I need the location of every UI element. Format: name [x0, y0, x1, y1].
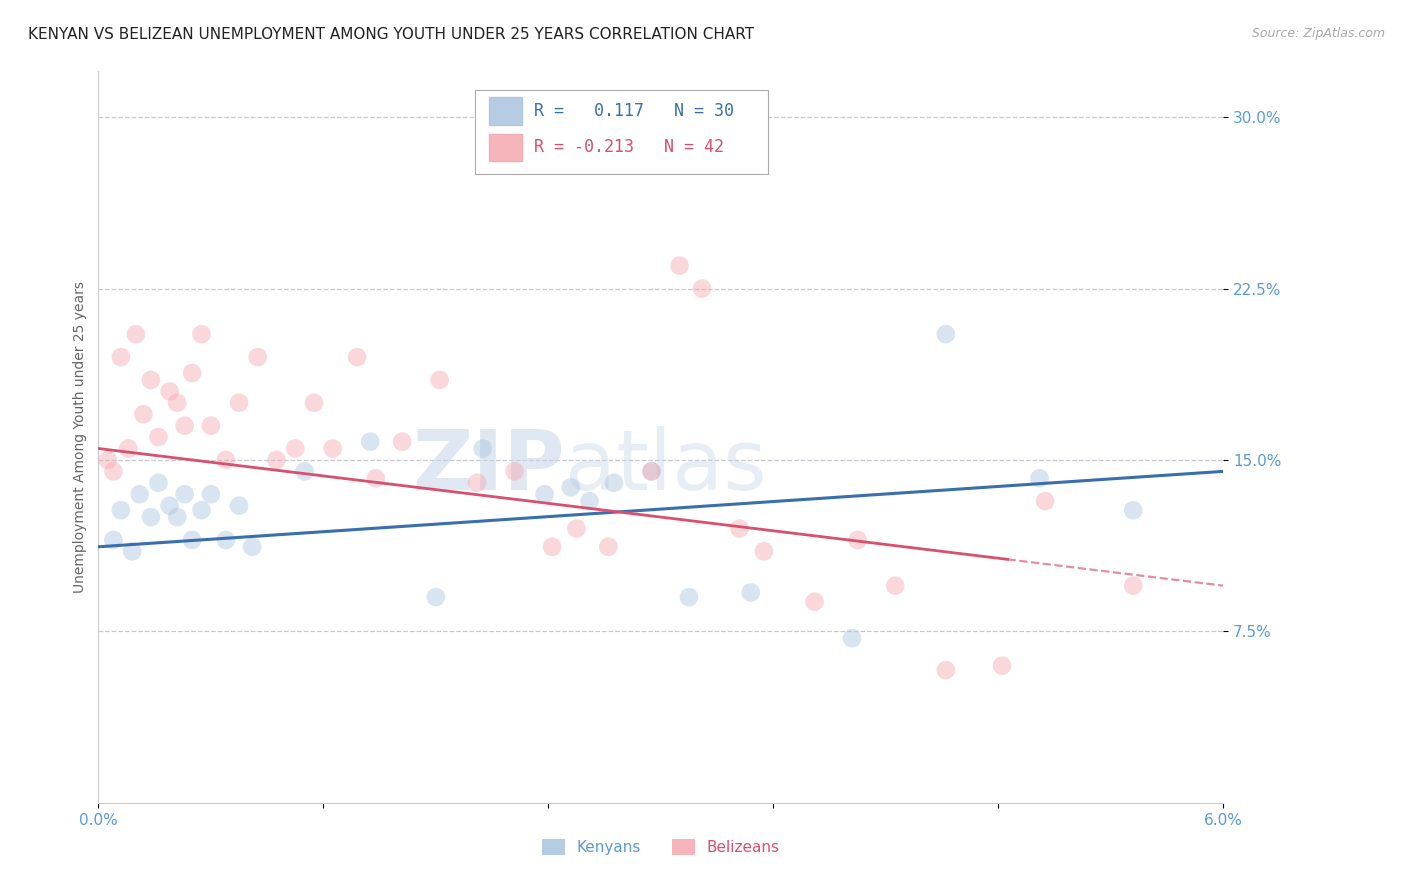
- Point: [1122, 503, 1144, 517]
- Point: [935, 327, 957, 342]
- Point: [935, 663, 957, 677]
- Bar: [489, 134, 523, 161]
- Point: [541, 540, 564, 554]
- Point: [139, 373, 162, 387]
- Point: [284, 442, 307, 456]
- Point: [346, 350, 368, 364]
- Y-axis label: Unemployment Among Youth under 25 years: Unemployment Among Youth under 25 years: [73, 281, 87, 593]
- Point: [110, 350, 132, 364]
- Point: [1122, 579, 1144, 593]
- Point: [148, 430, 170, 444]
- Point: [166, 510, 188, 524]
- Point: [190, 503, 212, 517]
- Point: [215, 453, 238, 467]
- Point: [364, 471, 387, 485]
- Point: [598, 540, 620, 554]
- Point: [429, 373, 451, 387]
- Point: [117, 442, 139, 456]
- Point: [200, 418, 222, 433]
- Point: [266, 453, 288, 467]
- Point: [103, 464, 125, 478]
- Bar: [489, 97, 523, 125]
- Point: [132, 407, 155, 421]
- Text: atlas: atlas: [565, 425, 766, 507]
- Point: [465, 475, 488, 490]
- Point: [215, 533, 238, 547]
- Point: [640, 464, 662, 478]
- Point: [181, 366, 204, 380]
- Point: [173, 487, 195, 501]
- Point: [302, 396, 325, 410]
- Text: R =   0.117   N = 30: R = 0.117 N = 30: [534, 102, 734, 120]
- Point: [190, 327, 212, 342]
- Point: [359, 434, 381, 449]
- Point: [128, 487, 150, 501]
- Point: [166, 396, 188, 410]
- Point: [294, 464, 316, 478]
- Point: [640, 464, 662, 478]
- Point: [240, 540, 263, 554]
- Point: [740, 585, 762, 599]
- Point: [503, 464, 526, 478]
- Point: [565, 521, 588, 535]
- Point: [200, 487, 222, 501]
- Text: ZIP: ZIP: [413, 425, 565, 507]
- Point: [690, 281, 713, 295]
- Point: [125, 327, 148, 342]
- Point: [110, 503, 132, 517]
- Point: [322, 442, 344, 456]
- Point: [97, 453, 120, 467]
- Point: [846, 533, 869, 547]
- Point: [139, 510, 162, 524]
- Point: [391, 434, 413, 449]
- Point: [1033, 494, 1056, 508]
- Point: [471, 442, 494, 456]
- Point: [560, 480, 582, 494]
- Point: [1028, 471, 1050, 485]
- Point: [603, 475, 626, 490]
- Point: [841, 632, 863, 646]
- Legend: Kenyans, Belizeans: Kenyans, Belizeans: [536, 833, 786, 861]
- FancyBboxPatch shape: [475, 90, 768, 174]
- Point: [803, 594, 825, 608]
- Text: Source: ZipAtlas.com: Source: ZipAtlas.com: [1251, 27, 1385, 40]
- Point: [148, 475, 170, 490]
- Text: R = -0.213   N = 42: R = -0.213 N = 42: [534, 138, 724, 156]
- Point: [228, 396, 250, 410]
- Point: [678, 590, 700, 604]
- Point: [533, 487, 555, 501]
- Point: [173, 418, 195, 433]
- Point: [884, 579, 907, 593]
- Point: [103, 533, 125, 547]
- Point: [728, 521, 751, 535]
- Text: KENYAN VS BELIZEAN UNEMPLOYMENT AMONG YOUTH UNDER 25 YEARS CORRELATION CHART: KENYAN VS BELIZEAN UNEMPLOYMENT AMONG YO…: [28, 27, 754, 42]
- Point: [991, 658, 1014, 673]
- Point: [159, 384, 181, 399]
- Point: [159, 499, 181, 513]
- Point: [668, 259, 690, 273]
- Point: [246, 350, 269, 364]
- Point: [578, 494, 600, 508]
- Point: [181, 533, 204, 547]
- Point: [752, 544, 775, 558]
- Point: [228, 499, 250, 513]
- Point: [121, 544, 143, 558]
- Point: [425, 590, 447, 604]
